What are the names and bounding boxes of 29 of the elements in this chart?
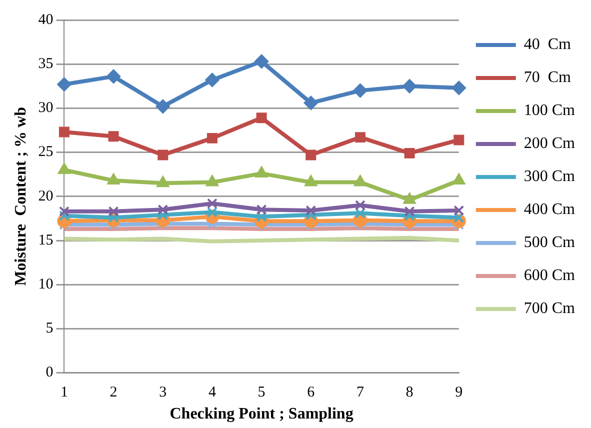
y-tick-label: 5 — [46, 320, 54, 337]
y-tick-label: 10 — [38, 276, 54, 293]
x-tick-label: 9 — [455, 384, 463, 401]
x-tick-label: 6 — [307, 384, 316, 401]
y-tick-label: 20 — [38, 188, 54, 204]
x-tick-label: 4 — [208, 384, 216, 401]
y-tick-label: 40 — [38, 12, 54, 28]
legend-label: 500 Cm — [524, 234, 576, 252]
y-tick-label: 25 — [38, 144, 54, 160]
y-tick-label: 30 — [38, 100, 54, 116]
y-tick-label: 15 — [38, 232, 54, 248]
y-tick-label: 0 — [46, 364, 54, 381]
x-tick-label: 1 — [60, 384, 68, 401]
x-tick-label: 2 — [110, 384, 118, 401]
legend-label: 700 Cm — [524, 300, 576, 318]
x-tick-label: 7 — [356, 384, 364, 401]
legend-label: 40 Cm — [524, 36, 572, 54]
legend-label: 200 Cm — [524, 135, 576, 152]
legend-label: 100 Cm — [524, 102, 576, 120]
x-tick-label: 3 — [159, 384, 167, 401]
legend-label: 300 Cm — [524, 168, 576, 186]
x-tick-label: 5 — [258, 384, 266, 401]
y-axis-title: Moisture Content ; % wb — [12, 106, 30, 286]
x-axis-title: Checking Point ; Sampling — [170, 406, 354, 423]
y-tick-label: 35 — [38, 56, 54, 72]
legend-label: 70 Cm — [524, 69, 572, 86]
legend-label: 600 Cm — [524, 267, 576, 284]
legend-label: 400 Cm — [524, 201, 576, 218]
x-tick-label: 8 — [406, 384, 414, 401]
